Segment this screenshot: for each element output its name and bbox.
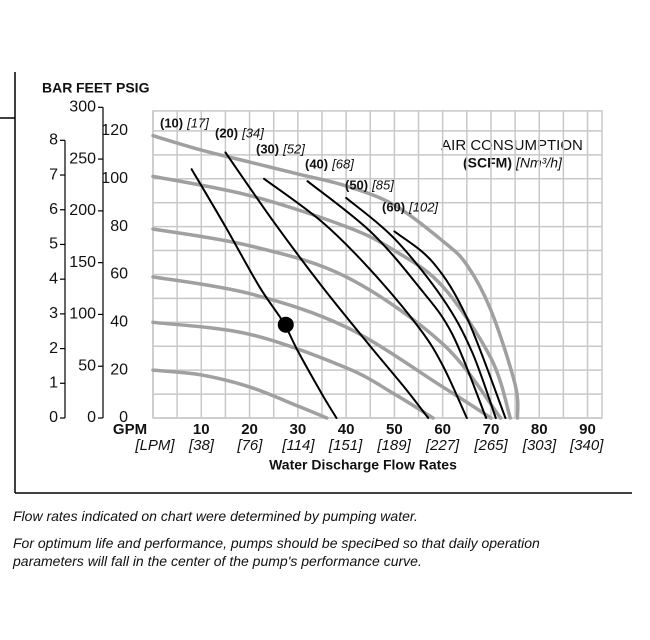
x-axis-title: Water Discharge Flow Rates bbox=[269, 457, 457, 473]
curve-label-metric: [34] bbox=[241, 125, 264, 140]
psig-tick-label: 120 bbox=[101, 122, 128, 139]
pressure-curve bbox=[151, 227, 503, 420]
psig-tick-label: 20 bbox=[110, 361, 128, 378]
curve-label-metric: [102] bbox=[408, 199, 438, 214]
bar-tick-label: 6 bbox=[49, 201, 58, 218]
air-curve bbox=[224, 151, 430, 419]
feet-tick-label: 0 bbox=[87, 409, 96, 426]
x-tick-label: 40 bbox=[338, 421, 355, 438]
x-tick-label: 10 bbox=[193, 421, 210, 438]
pressure-curve bbox=[151, 368, 329, 420]
x2-tick-label: [76] bbox=[236, 437, 263, 454]
psig-tick-label: 40 bbox=[110, 314, 128, 331]
x2-tick-label: [303] bbox=[522, 437, 557, 454]
feet-tick-label: 300 bbox=[69, 99, 96, 116]
air-curve bbox=[306, 180, 488, 419]
note: For optimum life and performance, pumps … bbox=[13, 535, 540, 569]
feet-tick-label: 150 bbox=[69, 254, 96, 271]
operating-point bbox=[277, 316, 294, 333]
bar-tick-label: 0 bbox=[49, 409, 58, 426]
x2-tick-label: [227] bbox=[425, 437, 460, 454]
bar-tick-label: 8 bbox=[49, 132, 58, 149]
legend-unit: (SCFM) bbox=[463, 155, 512, 171]
x-tick-label: 70 bbox=[483, 421, 500, 438]
x2-tick-label: [189] bbox=[376, 437, 411, 454]
air-curve bbox=[393, 230, 507, 419]
bar-tick-label: 1 bbox=[49, 375, 58, 392]
psig-tick-label: 80 bbox=[110, 218, 128, 235]
curve-label: (50) bbox=[345, 177, 368, 192]
curve-label: (40) bbox=[305, 156, 328, 171]
bar-axis-title: BAR bbox=[42, 80, 72, 96]
x2-tick-label: [114] bbox=[281, 437, 315, 454]
pressure-curve bbox=[151, 320, 435, 420]
curve-label-metric: [85] bbox=[371, 177, 394, 192]
psig-tick-label: 60 bbox=[110, 266, 128, 283]
feet-tick-label: 200 bbox=[69, 202, 96, 219]
air-curve bbox=[263, 177, 468, 419]
x2-tick-label: [151] bbox=[328, 437, 363, 454]
pressure-curve bbox=[151, 133, 520, 420]
x2-tick-label: [38] bbox=[188, 437, 215, 454]
bar-tick-label: 4 bbox=[49, 270, 58, 287]
curve-label-metric: [68] bbox=[331, 156, 354, 171]
x-tick-label: 20 bbox=[241, 421, 258, 438]
bar-tick-label: 7 bbox=[49, 166, 58, 183]
x2-tick-label: [340] bbox=[569, 437, 604, 454]
psig-tick-label: 100 bbox=[101, 170, 128, 187]
curve-label: (20) bbox=[215, 125, 238, 140]
x-tick-label: 30 bbox=[289, 421, 306, 438]
x-tick-label: 50 bbox=[386, 421, 403, 438]
plot-border bbox=[152, 110, 603, 419]
pressure-curve bbox=[151, 174, 513, 420]
bar-tick-label: 2 bbox=[49, 340, 58, 357]
curve-label: (10) bbox=[160, 115, 183, 130]
x2-tick-label: [265] bbox=[473, 437, 508, 454]
chart: BAR FEET PSIG GPM [LPM] Water Discharge … bbox=[0, 72, 632, 494]
x-tick-label: 90 bbox=[579, 421, 596, 438]
air-curve bbox=[345, 196, 497, 419]
bar-tick-label: 3 bbox=[49, 305, 58, 322]
curve-label: (60) bbox=[382, 199, 405, 214]
psig-axis-title: PSIG bbox=[116, 80, 150, 96]
feet-tick-label: 100 bbox=[69, 306, 96, 323]
gpm-label: GPM bbox=[113, 421, 147, 438]
bar-tick-label: 5 bbox=[49, 236, 58, 253]
curve-label: (30) bbox=[256, 141, 279, 156]
lpm-label: [LPM] bbox=[134, 437, 175, 454]
feet-tick-label: 250 bbox=[69, 150, 96, 167]
pressure-curve bbox=[151, 275, 493, 420]
legend-title: AIR CONSUMPTION bbox=[441, 137, 583, 154]
curve-label-metric: [52] bbox=[282, 141, 305, 156]
x-tick-label: 80 bbox=[531, 421, 548, 438]
feet-tick-label: 50 bbox=[78, 357, 96, 374]
feet-axis-title: FEET bbox=[76, 80, 112, 96]
psig-tick-label: 0 bbox=[119, 409, 128, 426]
note: Flow rates indicated on chart were deter… bbox=[13, 508, 418, 524]
curve-label-metric: [17] bbox=[186, 115, 209, 130]
x-tick-label: 60 bbox=[434, 421, 451, 438]
